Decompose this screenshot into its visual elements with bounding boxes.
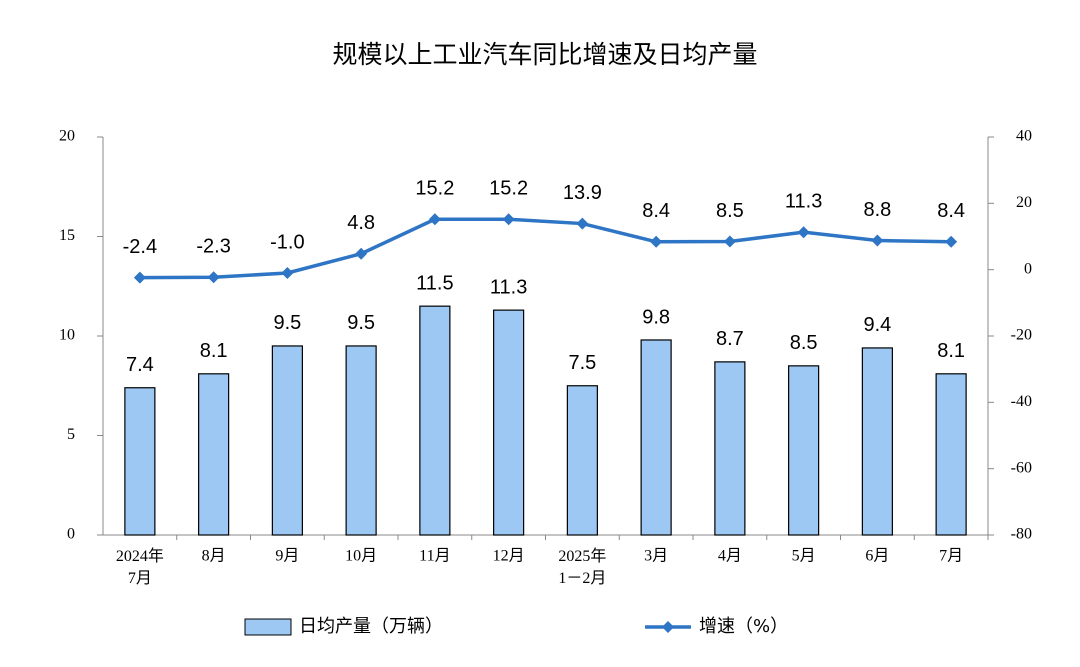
line-value-label: 4.8 bbox=[347, 212, 375, 234]
x-tick-label-line: 2024年 bbox=[116, 547, 164, 565]
y-tick-label: 5 bbox=[67, 426, 75, 443]
line-marker bbox=[871, 234, 884, 247]
bar bbox=[566, 385, 598, 536]
bar bbox=[788, 365, 820, 536]
bar bbox=[271, 345, 303, 536]
x-tick-label: 6月 bbox=[865, 548, 889, 565]
line-marker bbox=[281, 266, 294, 279]
x-tick-label-line: 2025年 bbox=[558, 547, 606, 565]
y2-tick-label: -20 bbox=[1011, 327, 1032, 344]
bar-value-label: 8.1 bbox=[937, 340, 965, 362]
line-value-label: 13.9 bbox=[563, 182, 602, 204]
y2-tick-label: 0 bbox=[1024, 260, 1032, 277]
bar bbox=[124, 387, 156, 536]
bar-value-label: 9.5 bbox=[347, 312, 375, 334]
line-value-label: 15.2 bbox=[489, 178, 528, 200]
bar bbox=[714, 361, 746, 536]
bar-value-label: 7.5 bbox=[568, 352, 596, 374]
line-marker bbox=[428, 213, 441, 226]
line-value-label: 8.4 bbox=[937, 200, 965, 222]
bar-value-label: 9.5 bbox=[273, 312, 301, 334]
bar bbox=[198, 373, 230, 536]
y2-tick-label: 40 bbox=[1016, 128, 1032, 145]
bar-value-label: 11.3 bbox=[490, 276, 527, 298]
y-tick-label: 20 bbox=[59, 128, 75, 145]
line-marker bbox=[576, 217, 589, 230]
line-value-label: -2.4 bbox=[123, 236, 157, 258]
bar-value-label: 9.4 bbox=[863, 314, 891, 336]
line-value-label: -1.0 bbox=[270, 231, 304, 253]
x-tick-label: 2024年 7月 bbox=[116, 547, 164, 587]
legend-label: 日均产量（万辆） bbox=[299, 616, 443, 637]
legend-marker bbox=[662, 621, 674, 633]
x-tick-label: 4月 bbox=[718, 548, 742, 565]
y-tick-label: 10 bbox=[59, 327, 75, 344]
x-tick-label: 7月 bbox=[939, 548, 963, 565]
line-value-label: 8.4 bbox=[642, 200, 670, 222]
x-tick-label: 11月 bbox=[419, 548, 450, 565]
bar bbox=[935, 373, 967, 536]
legend-swatch bbox=[244, 618, 292, 636]
bar bbox=[861, 347, 893, 536]
y-tick-label: 15 bbox=[59, 227, 75, 244]
bar-value-label: 8.7 bbox=[716, 328, 744, 350]
line-marker bbox=[502, 213, 515, 226]
x-tick-label: 5月 bbox=[792, 548, 816, 565]
line-value-label: 8.8 bbox=[863, 199, 891, 221]
line-marker bbox=[945, 235, 958, 248]
x-tick-label-line: 7月 bbox=[128, 570, 152, 587]
x-tick-label: 12月 bbox=[493, 548, 525, 565]
line-marker bbox=[133, 271, 146, 284]
bar bbox=[419, 305, 451, 536]
legend-label: 增速（%） bbox=[699, 616, 788, 637]
line-marker bbox=[355, 247, 368, 260]
line-value-label: -2.3 bbox=[196, 236, 230, 258]
x-tick-label: 2025年 1－2月 bbox=[558, 547, 606, 587]
chart-title: 规模以上工业汽车同比增速及日均产量 bbox=[332, 40, 757, 69]
line-marker bbox=[650, 235, 663, 248]
y-tick-label: 0 bbox=[67, 526, 75, 543]
y2-tick-label: -80 bbox=[1011, 526, 1032, 543]
line-value-label: 15.2 bbox=[415, 178, 454, 200]
bar bbox=[640, 339, 672, 536]
x-tick-label: 9月 bbox=[275, 548, 299, 565]
line-marker bbox=[797, 226, 810, 239]
bar-value-label: 11.5 bbox=[416, 272, 453, 294]
y2-tick-label: -40 bbox=[1011, 393, 1032, 410]
line-value-label: 11.3 bbox=[785, 190, 822, 212]
line-value-label: 8.5 bbox=[716, 200, 744, 222]
line-marker bbox=[723, 235, 736, 248]
bar-value-label: 8.5 bbox=[790, 332, 818, 354]
x-tick-label: 3月 bbox=[644, 548, 668, 565]
bar bbox=[493, 309, 525, 536]
x-tick-label: 10月 bbox=[345, 548, 377, 565]
line bbox=[139, 217, 952, 280]
y2-tick-label: 20 bbox=[1016, 194, 1032, 211]
x-tick-label: 8月 bbox=[202, 548, 226, 565]
bar-value-label: 9.8 bbox=[642, 306, 670, 328]
line-marker bbox=[207, 271, 220, 284]
x-tick-label-line: 1－2月 bbox=[558, 570, 606, 587]
bar bbox=[345, 345, 377, 536]
bar-value-label: 7.4 bbox=[126, 354, 154, 376]
bar-value-label: 8.1 bbox=[200, 340, 228, 362]
y2-tick-label: -60 bbox=[1011, 459, 1032, 476]
